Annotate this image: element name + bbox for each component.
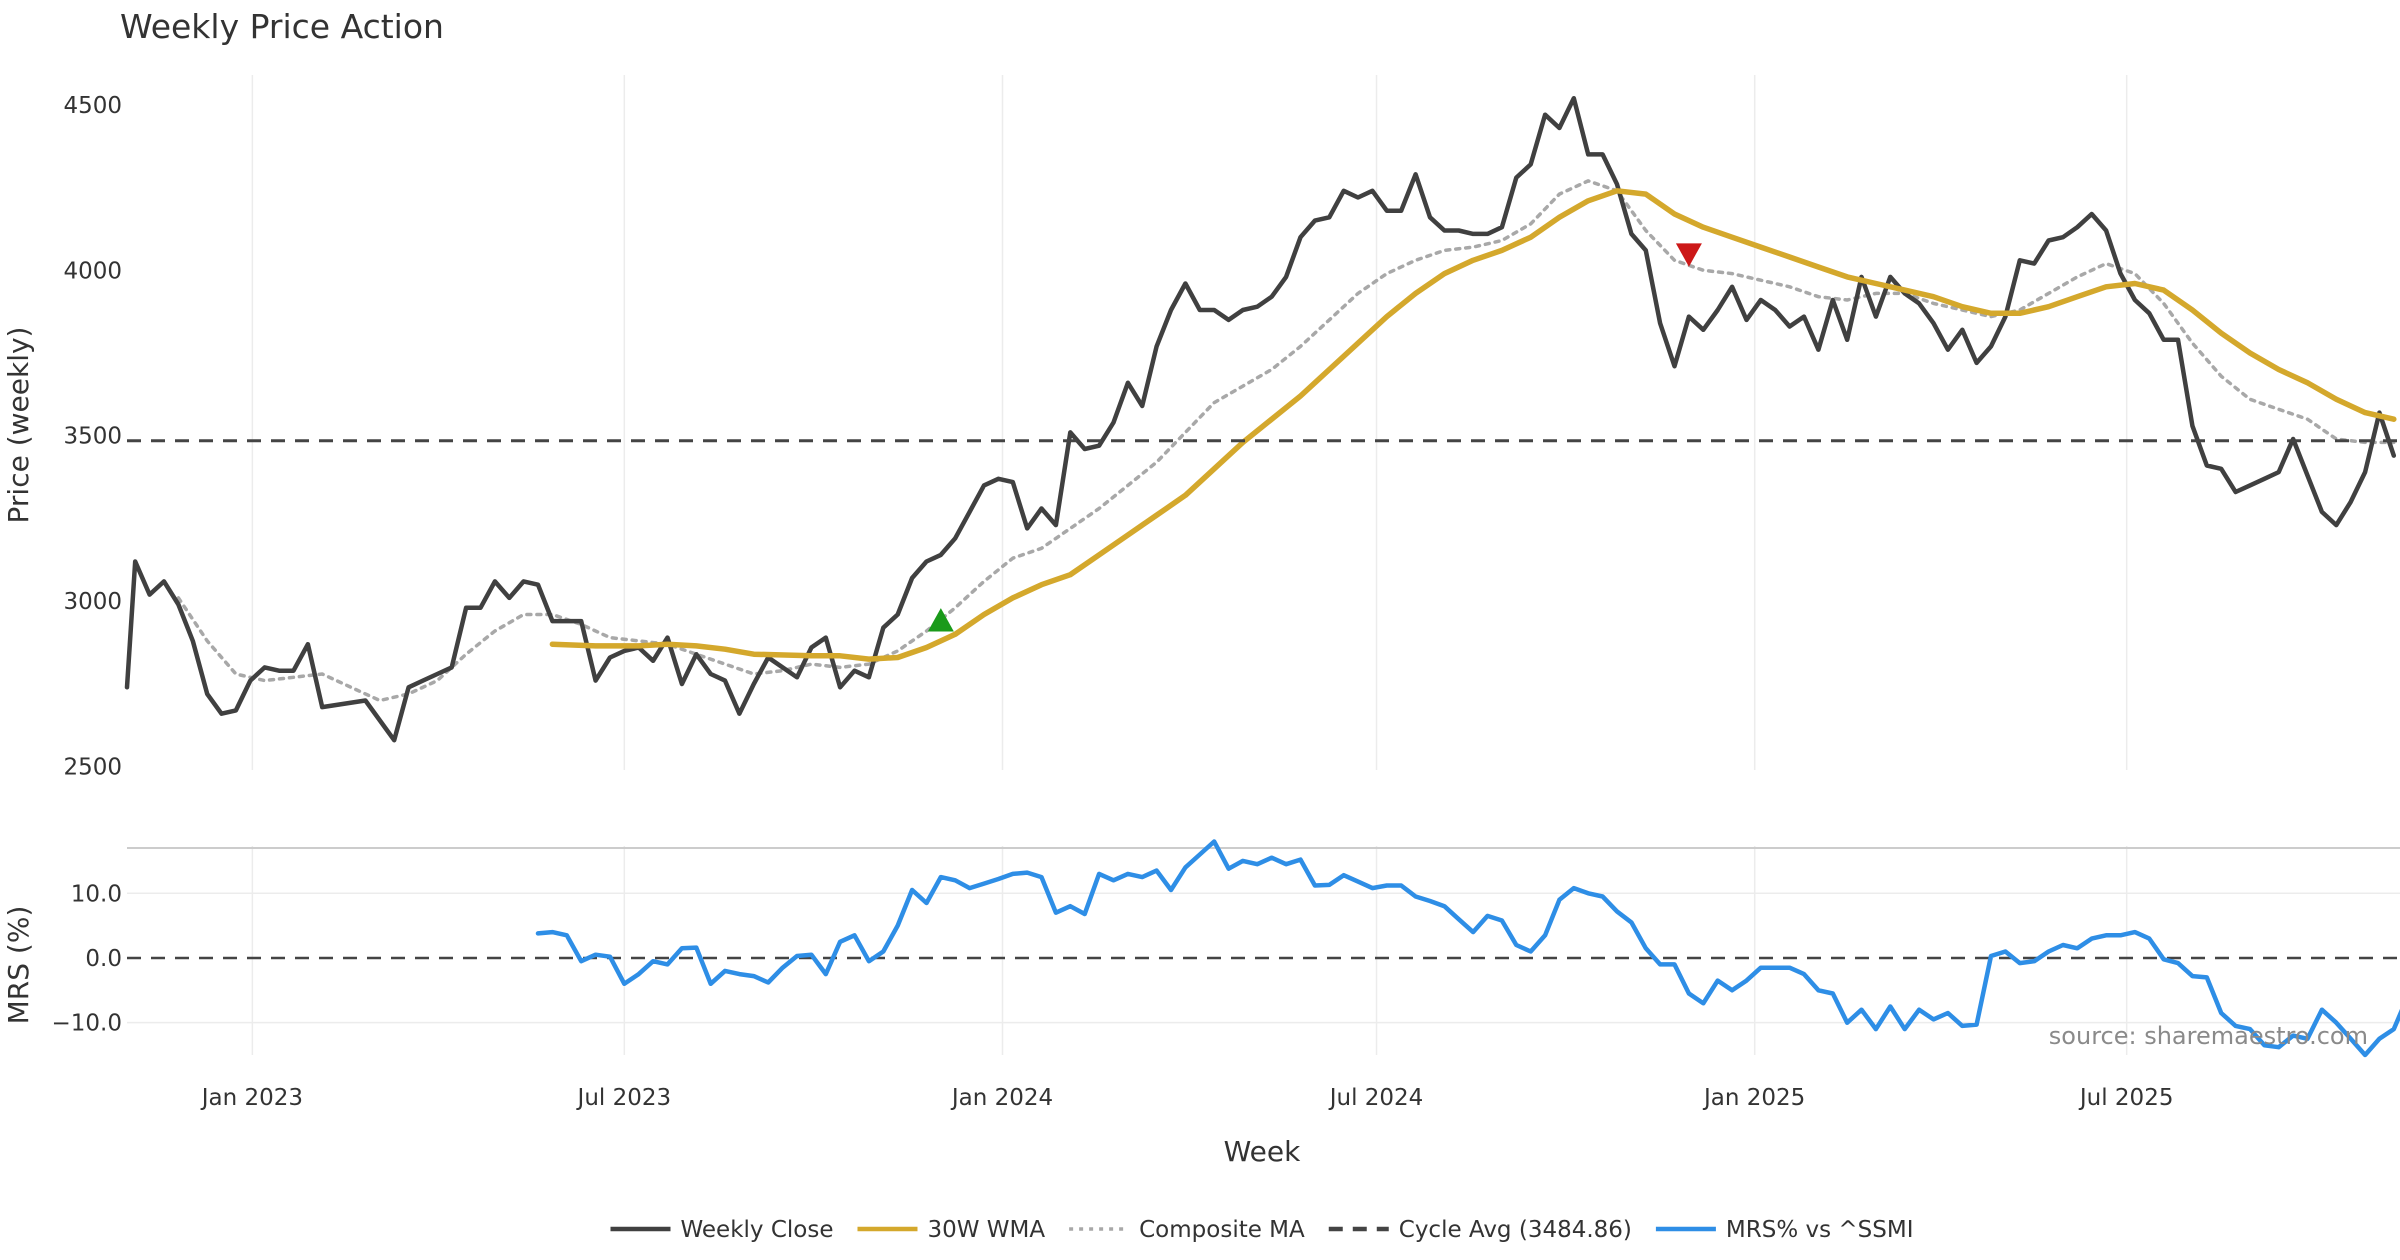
- x-tick-label: Jul 2023: [576, 1085, 672, 1111]
- mrs-y-tick-label: −10.0: [52, 1011, 122, 1037]
- legend-label: Cycle Avg (3484.86): [1399, 1217, 1632, 1243]
- buy-signal-marker: [927, 608, 954, 632]
- price-y-tick-label: 3000: [63, 589, 122, 615]
- legend-label: Weekly Close: [681, 1217, 834, 1243]
- price-axis-title: Price (weekly): [2, 327, 35, 524]
- mrs-y-tick-label: 0.0: [85, 946, 122, 972]
- mrs-line: [535, 839, 2400, 1058]
- price-y-tick-label: 2500: [63, 755, 122, 781]
- x-axis-title: Week: [1224, 1135, 1301, 1168]
- x-tick-label: Jan 2024: [950, 1085, 1053, 1111]
- mrs-axis-title: MRS (%): [2, 906, 35, 1025]
- mrs-y-tick-label: 10.0: [71, 881, 122, 907]
- x-tick-label: Jan 2025: [1702, 1085, 1805, 1111]
- price-y-tick-label: 4000: [63, 258, 122, 284]
- legend-label: Composite MA: [1139, 1217, 1305, 1243]
- weekly-close-line: [124, 95, 2397, 743]
- sell-signal-marker: [1675, 243, 1702, 267]
- legend-label: 30W WMA: [927, 1217, 1045, 1243]
- price-y-tick-label: 4500: [63, 93, 122, 119]
- x-tick-label: Jul 2024: [1328, 1085, 1424, 1111]
- legend-label: MRS% vs ^SSMI: [1726, 1217, 1914, 1243]
- price-y-tick-label: 3500: [63, 424, 122, 450]
- x-tick-label: Jul 2025: [2078, 1085, 2174, 1111]
- chart-title: Weekly Price Action: [120, 7, 444, 46]
- source-watermark: source: sharemaestro.com: [2049, 1022, 2368, 1050]
- x-tick-label: Jan 2023: [200, 1085, 303, 1111]
- legend: Weekly Close 30W WMA Composite MA Cycle Avg…: [610, 1217, 1914, 1243]
- wma-30w-line: [549, 188, 2397, 662]
